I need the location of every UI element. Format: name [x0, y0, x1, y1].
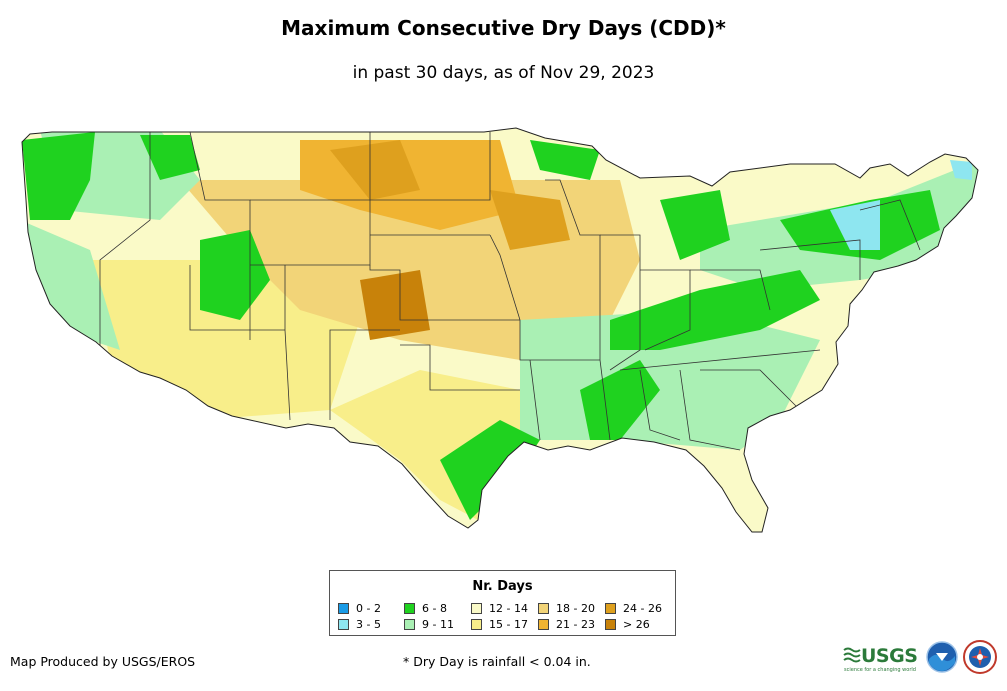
state-boundaries [99, 131, 921, 451]
region-dark-1 [330, 140, 420, 200]
legend-label: 12 - 14 [489, 602, 528, 615]
usgs-tagline: science for a changing world [844, 667, 916, 673]
legend-item: 9 - 11 [404, 618, 454, 631]
legend-item: 12 - 14 [471, 602, 528, 615]
region-green-michigan [660, 190, 730, 260]
producer-credit: Map Produced by USGS/EROS [10, 654, 196, 669]
region-cyan-new-york [830, 200, 880, 250]
legend: Nr. Days 0 - 2 3 - 5 6 - 8 9 - 11 12 - 1… [329, 570, 676, 636]
region-lightgreen-west [22, 220, 120, 350]
legend-title: Nr. Days [472, 579, 533, 594]
nws-logo-icon [963, 640, 997, 674]
region-green-gulf [440, 420, 540, 520]
region-green-ohio-valley [610, 270, 820, 350]
region-green-nw [22, 132, 95, 220]
legend-label: 21 - 23 [556, 618, 595, 631]
legend-swatch [338, 603, 349, 614]
region-green-idaho [140, 135, 200, 180]
legend-label: 9 - 11 [422, 618, 454, 631]
legend-swatch [605, 603, 616, 614]
legend-item: 0 - 2 [338, 602, 381, 615]
legend-swatch [538, 619, 549, 630]
cdd-map [21, 127, 979, 533]
legend-item: > 26 [605, 618, 650, 631]
legend-swatch [538, 603, 549, 614]
legend-swatch [404, 603, 415, 614]
legend-label: 6 - 8 [422, 602, 447, 615]
legend-label: 3 - 5 [356, 618, 381, 631]
legend-item: 15 - 17 [471, 618, 528, 631]
region-dark-2 [360, 270, 430, 340]
legend-label: 15 - 17 [489, 618, 528, 631]
legend-label: 18 - 20 [556, 602, 595, 615]
legend-item: 21 - 23 [538, 618, 595, 631]
usgs-logo: USGS [861, 645, 918, 667]
region-cyan-maine [950, 160, 972, 180]
legend-label: 24 - 26 [623, 602, 662, 615]
legend-item: 24 - 26 [605, 602, 662, 615]
legend-swatch [471, 619, 482, 630]
region-green-colorado [200, 230, 270, 320]
legend-item: 6 - 8 [404, 602, 447, 615]
region-dark-3 [490, 190, 570, 250]
region-green-southeast [580, 360, 660, 440]
map-subtitle: in past 30 days, as of Nov 29, 2023 [352, 63, 655, 83]
legend-swatch [471, 603, 482, 614]
noaa-logo-icon [926, 641, 958, 673]
legend-swatch [404, 619, 415, 630]
legend-item: 3 - 5 [338, 618, 381, 631]
legend-swatch [338, 619, 349, 630]
legend-swatch [605, 619, 616, 630]
legend-label: 0 - 2 [356, 602, 381, 615]
region-green-upper-midwest [530, 140, 600, 180]
map-fill [22, 128, 978, 532]
map-title: Maximum Consecutive Dry Days (CDD)* [281, 16, 726, 40]
legend-label: > 26 [623, 618, 650, 631]
dry-day-footnote: * Dry Day is rainfall < 0.04 in. [403, 654, 591, 669]
legend-item: 18 - 20 [538, 602, 595, 615]
usgs-wave-icon [843, 647, 861, 663]
